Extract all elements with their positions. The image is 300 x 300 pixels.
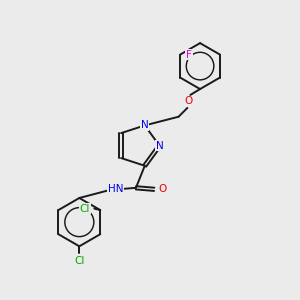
Text: O: O (158, 184, 166, 194)
Text: O: O (185, 96, 193, 106)
Text: HN: HN (108, 184, 123, 194)
Text: N: N (141, 120, 148, 130)
Text: N: N (155, 141, 163, 151)
Text: F: F (186, 50, 192, 60)
Text: Cl: Cl (80, 204, 90, 214)
Text: Cl: Cl (74, 256, 85, 266)
